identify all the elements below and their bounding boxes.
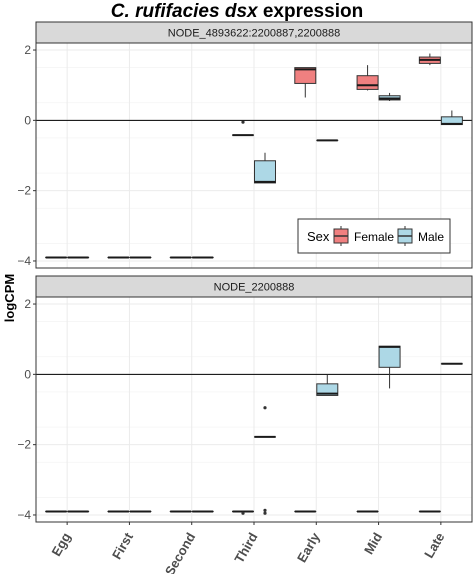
box-1-late-male	[440, 110, 463, 126]
legend-title: Sex	[307, 229, 330, 244]
box-body	[378, 345, 401, 368]
x-tick-label-third: Third	[231, 530, 260, 566]
x-tick-label-mid: Mid	[361, 530, 385, 557]
legend-label-female: Female	[354, 230, 394, 244]
box-2-early-male	[316, 374, 339, 396]
legend-item-female: Female	[333, 226, 394, 246]
facet-strip-label-1: NODE_4893622:2200887,2200888	[168, 28, 340, 40]
outlier-point	[241, 120, 245, 124]
box-2-mid-male	[378, 345, 401, 389]
box-1-late-female	[418, 53, 441, 66]
legend-box	[297, 218, 451, 254]
chart-title-italic: C. rufifacies dsx	[111, 1, 259, 22]
x-tick-label-early: Early	[294, 529, 323, 565]
y-tick-label: 2	[24, 43, 31, 57]
box-body	[316, 383, 339, 396]
box-2-third-female	[232, 510, 254, 515]
chart-title: C. rufifacies dsx expression	[111, 1, 363, 22]
box-body	[254, 160, 276, 184]
legend-label-male: Male	[418, 230, 444, 244]
chart-title-rest: expression	[258, 1, 364, 22]
y-tick-label: 0	[24, 367, 31, 381]
legend: Sex Female Male	[297, 218, 451, 254]
y-tick-label: −2	[17, 438, 31, 452]
box-1-early-female	[294, 67, 317, 98]
outlier-point	[263, 406, 267, 410]
box-1-third-male	[254, 152, 276, 184]
panel-border-1	[35, 42, 473, 269]
y-tick-label: −2	[17, 184, 31, 198]
y-axis-label: logCPM	[2, 274, 17, 322]
x-tick-label-second: Second	[162, 530, 198, 574]
y-tick-label: 0	[24, 113, 31, 127]
y-tick-label: −4	[17, 254, 31, 268]
box-2-third-male	[254, 406, 276, 515]
outlier-point	[263, 511, 267, 515]
y-tick-label: 2	[24, 297, 31, 311]
x-tick-label-egg: Egg	[48, 530, 73, 559]
y-tick-label: −4	[17, 508, 31, 522]
outlier-point	[263, 508, 267, 512]
legend-item-male: Male	[397, 226, 444, 246]
box-1-third-female	[232, 120, 254, 137]
x-tick-label-late: Late	[421, 530, 447, 561]
box-1-mid-female	[356, 65, 379, 91]
box-body	[294, 67, 317, 84]
plot-layer: NODE_4893622:2200887,2200888 −4 −2 0 2 Sex Fem…	[17, 21, 473, 574]
outlier-point	[241, 511, 245, 515]
box-1-mid-male	[378, 92, 401, 102]
x-tick-label-first: First	[109, 529, 136, 561]
box-body	[356, 75, 379, 90]
facet-strip-label-2: NODE_2200888	[214, 282, 295, 294]
